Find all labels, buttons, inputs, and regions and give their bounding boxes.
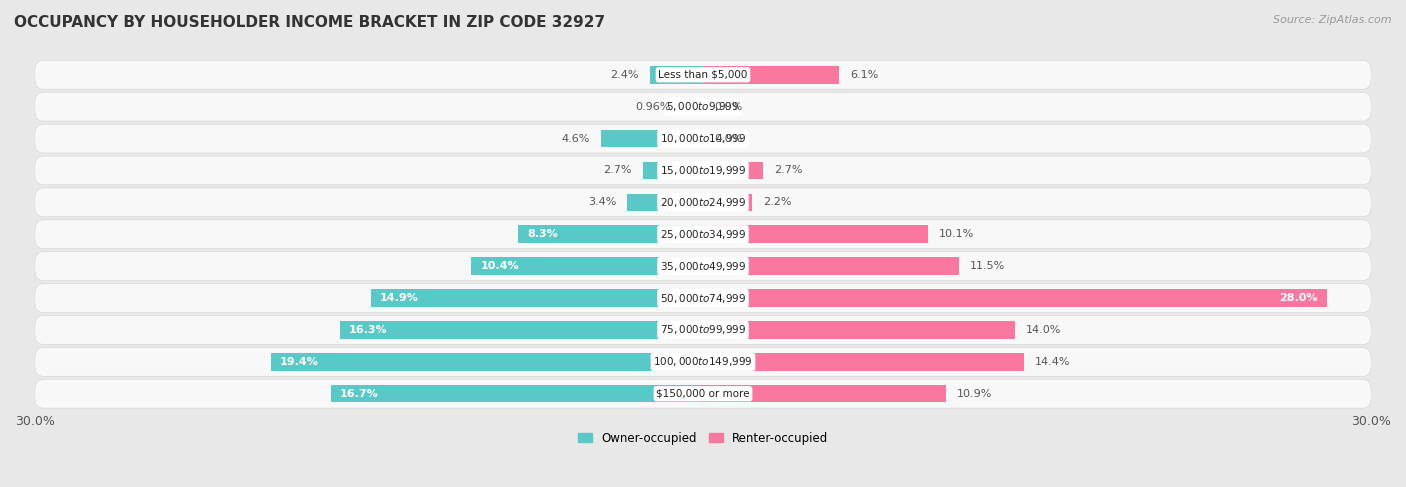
Text: OCCUPANCY BY HOUSEHOLDER INCOME BRACKET IN ZIP CODE 32927: OCCUPANCY BY HOUSEHOLDER INCOME BRACKET …	[14, 15, 605, 30]
Text: 3.4%: 3.4%	[588, 197, 616, 207]
Text: $5,000 to $9,999: $5,000 to $9,999	[666, 100, 740, 113]
Text: 16.3%: 16.3%	[349, 325, 388, 335]
Bar	[371, 289, 703, 307]
FancyBboxPatch shape	[35, 188, 1371, 217]
Text: 0.0%: 0.0%	[714, 102, 742, 112]
FancyBboxPatch shape	[35, 379, 1371, 408]
FancyBboxPatch shape	[35, 124, 1371, 153]
Bar	[682, 98, 703, 115]
FancyBboxPatch shape	[35, 316, 1371, 344]
Legend: Owner-occupied, Renter-occupied: Owner-occupied, Renter-occupied	[572, 427, 834, 450]
Text: 8.3%: 8.3%	[527, 229, 558, 239]
Text: 28.0%: 28.0%	[1279, 293, 1317, 303]
Bar	[650, 66, 703, 84]
Bar	[703, 385, 946, 402]
Text: 14.9%: 14.9%	[380, 293, 419, 303]
Text: $15,000 to $19,999: $15,000 to $19,999	[659, 164, 747, 177]
Bar	[703, 225, 928, 243]
Text: $25,000 to $34,999: $25,000 to $34,999	[659, 228, 747, 241]
FancyBboxPatch shape	[35, 93, 1371, 121]
FancyBboxPatch shape	[35, 220, 1371, 248]
Bar	[703, 66, 839, 84]
Bar	[703, 257, 959, 275]
Bar	[471, 257, 703, 275]
Bar	[519, 225, 703, 243]
Bar	[627, 194, 703, 211]
FancyBboxPatch shape	[35, 252, 1371, 281]
Bar	[271, 353, 703, 371]
Text: 0.0%: 0.0%	[714, 133, 742, 144]
Bar	[330, 385, 703, 402]
FancyBboxPatch shape	[35, 60, 1371, 89]
Text: 2.7%: 2.7%	[775, 166, 803, 175]
Text: 14.0%: 14.0%	[1026, 325, 1062, 335]
Text: 16.7%: 16.7%	[340, 389, 378, 399]
Bar	[643, 162, 703, 179]
Text: Source: ZipAtlas.com: Source: ZipAtlas.com	[1274, 15, 1392, 25]
Text: $20,000 to $24,999: $20,000 to $24,999	[659, 196, 747, 209]
Bar	[600, 130, 703, 148]
Text: Less than $5,000: Less than $5,000	[658, 70, 748, 80]
Bar	[703, 289, 1326, 307]
Text: 6.1%: 6.1%	[851, 70, 879, 80]
Text: 2.4%: 2.4%	[610, 70, 638, 80]
Bar	[703, 194, 752, 211]
Bar	[703, 353, 1024, 371]
FancyBboxPatch shape	[35, 156, 1371, 185]
Text: 10.1%: 10.1%	[939, 229, 974, 239]
FancyBboxPatch shape	[35, 348, 1371, 376]
FancyBboxPatch shape	[35, 284, 1371, 312]
Text: 14.4%: 14.4%	[1035, 357, 1070, 367]
Text: $50,000 to $74,999: $50,000 to $74,999	[659, 292, 747, 304]
Text: $150,000 or more: $150,000 or more	[657, 389, 749, 399]
Text: $10,000 to $14,999: $10,000 to $14,999	[659, 132, 747, 145]
Text: $100,000 to $149,999: $100,000 to $149,999	[654, 356, 752, 368]
Bar	[703, 162, 763, 179]
Text: 0.96%: 0.96%	[636, 102, 671, 112]
Text: 2.7%: 2.7%	[603, 166, 631, 175]
Text: 10.9%: 10.9%	[957, 389, 993, 399]
Bar	[703, 321, 1015, 338]
Text: 11.5%: 11.5%	[970, 261, 1005, 271]
Text: 19.4%: 19.4%	[280, 357, 319, 367]
Text: 4.6%: 4.6%	[561, 133, 589, 144]
Text: 10.4%: 10.4%	[481, 261, 519, 271]
Text: 2.2%: 2.2%	[763, 197, 792, 207]
Text: $75,000 to $99,999: $75,000 to $99,999	[659, 323, 747, 337]
Bar	[340, 321, 703, 338]
Text: $35,000 to $49,999: $35,000 to $49,999	[659, 260, 747, 273]
